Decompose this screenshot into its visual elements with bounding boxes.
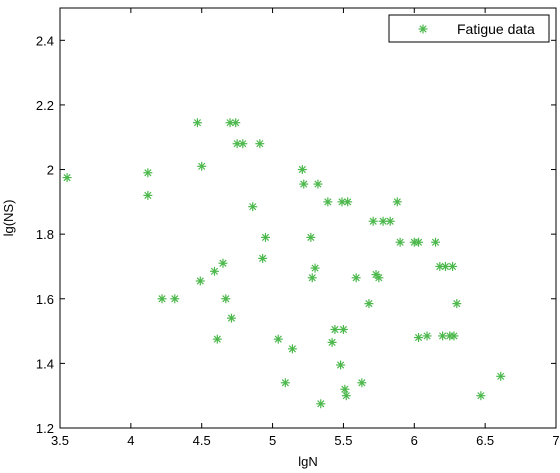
y-tick-label: 1.8 [36,227,54,242]
x-tick-label: 6.5 [476,433,494,448]
legend-label: Fatigue data [457,21,535,37]
data-point [378,216,388,226]
data-point [341,391,351,401]
data-point [476,391,486,401]
data-point [327,337,337,347]
y-tick-label: 2.4 [36,33,54,48]
y-tick-label: 1.4 [36,356,54,371]
data-point [368,216,378,226]
y-axis-label: lg(NS) [1,200,16,237]
data-point [374,273,384,283]
data-point [414,333,424,343]
data-point [340,384,350,394]
x-tick-label: 4.5 [193,433,211,448]
data-point [316,399,326,409]
y-tick-label: 2.2 [36,98,54,113]
data-point [258,253,268,263]
data-point [343,197,353,207]
points-layer [62,118,506,409]
data-point [330,324,340,334]
data-point [357,378,367,388]
data-point [336,360,346,370]
x-tick-label: 3.5 [51,433,69,448]
x-tick-label: 6 [411,433,418,448]
data-point [248,202,258,212]
data-point [313,179,323,189]
data-point [170,294,180,304]
data-point [496,371,506,381]
data-point [192,118,202,128]
data-point [273,334,283,344]
data-point [422,331,432,341]
data-point [287,344,297,354]
data-point [195,276,205,286]
x-tick-label: 4 [127,433,134,448]
data-point [157,294,167,304]
data-point [197,161,207,171]
data-point [395,237,405,247]
data-point [218,258,228,268]
x-tick-label: 5 [269,433,276,448]
data-point [226,313,236,323]
data-point [299,179,309,189]
y-tick-label: 1.6 [36,292,54,307]
data-point [392,197,402,207]
data-point [212,334,222,344]
data-point [143,168,153,178]
data-point [448,261,458,271]
ticks-layer: 3.5 4 4.5 5 5.5 6 6.5 7 1.2 1.4 1.6 1.8 2 2.2 2.4 [36,8,560,448]
data-point [338,324,348,334]
data-point [431,237,441,247]
legend-box [388,14,550,43]
data-point [452,299,462,309]
data-point [323,197,333,207]
data-point [209,266,219,276]
data-point [351,273,361,283]
y-tick-label: 1.2 [36,421,54,436]
y-tick-label: 2 [47,163,54,178]
data-point [414,237,424,247]
data-point [297,165,307,175]
data-point [385,216,395,226]
data-point [221,294,231,304]
data-point [306,232,316,242]
legend-marker-icon [418,24,428,34]
x-tick-label: 7 [552,433,559,448]
legend: Fatigue data [388,14,550,43]
data-point [231,118,241,128]
data-point [143,190,153,200]
data-point [280,378,290,388]
x-axis-label: lgN [298,454,318,469]
data-point [310,263,320,273]
data-point [62,173,72,183]
data-point [307,273,317,283]
legend-asterisk-icon [418,24,428,34]
data-point [260,232,270,242]
data-point [238,139,248,149]
data-point [449,331,459,341]
plot-area [59,7,557,429]
x-tick-label: 5.5 [334,433,352,448]
data-point [364,299,374,309]
data-point [255,139,265,149]
